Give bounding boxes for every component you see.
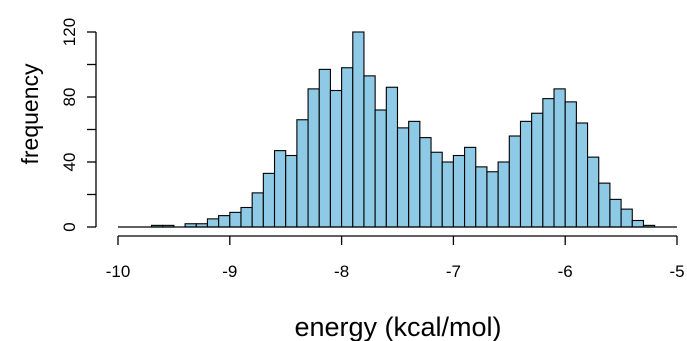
histogram-bar <box>553 88 566 228</box>
x-tick-label: -5 <box>669 262 684 281</box>
histogram-bar <box>475 166 488 228</box>
histogram-bar <box>396 127 410 228</box>
histogram-bar <box>262 172 276 228</box>
histogram-bar <box>542 98 555 228</box>
histogram-bar <box>229 211 242 228</box>
histogram-bar <box>575 122 589 228</box>
x-tick-label: -6 <box>558 262 573 281</box>
x-axis: -10 -9 -8 -7 -6 -5 <box>106 235 685 281</box>
histogram-bar <box>441 161 454 228</box>
y-axis-title: frequency <box>17 63 43 165</box>
histogram-bar <box>240 206 253 228</box>
histogram-bar <box>408 120 421 228</box>
histogram-bar <box>419 137 432 228</box>
histogram-bar <box>206 218 220 228</box>
histogram-bar <box>486 171 499 228</box>
histogram-bar <box>352 31 365 228</box>
histogram-bar <box>464 146 477 228</box>
y-axis: 0 40 80 120 <box>60 18 97 232</box>
histogram-bar <box>620 208 633 228</box>
histogram-bar <box>508 135 522 228</box>
x-tick-label: -9 <box>222 262 237 281</box>
histogram-bar <box>609 198 622 228</box>
y-tick-label: 80 <box>60 88 79 107</box>
y-tick-label: 40 <box>60 153 79 172</box>
histogram-bar <box>329 89 343 228</box>
histogram-bar <box>307 88 320 228</box>
x-tick-label: -8 <box>334 262 349 281</box>
histogram-bar <box>564 101 577 228</box>
histogram-bar <box>531 112 544 228</box>
histogram-bar <box>587 156 600 228</box>
histogram-bar <box>374 109 387 228</box>
histogram-bar <box>251 192 264 228</box>
histogram-bars <box>150 31 656 228</box>
x-axis-title: energy (kcal/mol) <box>294 312 501 341</box>
histogram-bar <box>598 182 611 228</box>
histogram-bar <box>363 75 376 228</box>
histogram-bar <box>273 150 287 228</box>
x-tick-label: -7 <box>446 262 461 281</box>
histogram-bar <box>341 67 354 228</box>
histogram-bar <box>497 161 510 228</box>
histogram-bar <box>285 154 298 228</box>
histogram-bar <box>519 120 533 228</box>
histogram-bar <box>218 215 231 228</box>
x-tick-label: -10 <box>106 262 131 281</box>
y-tick-label: 0 <box>60 222 79 231</box>
histogram-bar <box>318 68 331 228</box>
histogram-bar <box>385 86 399 228</box>
histogram-bar <box>631 219 645 228</box>
histogram-bar <box>452 154 466 228</box>
histogram-bar <box>430 151 443 228</box>
y-tick-label: 120 <box>60 18 79 46</box>
histogram-bar <box>296 119 309 228</box>
